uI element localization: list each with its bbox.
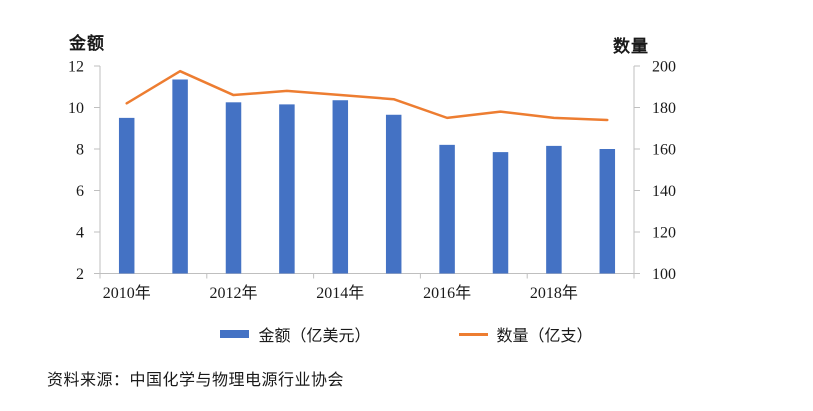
bar-2010年 — [118, 117, 135, 274]
left-axis-tick-label: 2 — [76, 266, 84, 283]
right-axis-tick-label: 140 — [652, 183, 676, 200]
right-axis-tick-label: 200 — [652, 59, 676, 76]
left-axis-tick-label: 4 — [76, 225, 84, 242]
bar-2016年 — [439, 144, 455, 274]
chart-canvas: 2 4 6 8 10 12 100 120 140 160 180 200 2010年 2012年 2014… — [68, 59, 676, 303]
legend-item-quantity: 数量（亿支） — [458, 322, 593, 346]
left-axis-title: 金额 — [69, 34, 105, 53]
x-axis-tick-label: 2010年 — [103, 284, 151, 302]
x-axis-tick-label: 2014年 — [316, 284, 364, 302]
bar-2017年 — [492, 152, 509, 274]
legend-label-amount: 金额（亿美元） — [258, 328, 371, 345]
right-axis-tick-label: 120 — [652, 225, 676, 242]
bar-2015年 — [385, 114, 402, 274]
left-axis-tick-label: 12 — [68, 59, 84, 76]
bar-series-swatch — [220, 330, 250, 338]
quantity-line — [125, 69, 609, 122]
legend-item-amount: 金额（亿美元） — [220, 322, 371, 346]
chart-legend: 金额（亿美元） 数量（亿支） — [0, 322, 813, 346]
left-axis-tick-label: 10 — [68, 100, 84, 117]
right-axis-tick-label: 160 — [652, 142, 676, 159]
left-axis-tick-label: 8 — [76, 142, 84, 159]
bar-2012年 — [225, 102, 242, 274]
source-note: 资料来源：中国化学与物理电源行业协会 — [47, 372, 345, 389]
right-axis-tick-label: 100 — [652, 266, 676, 283]
bar-2019年 — [599, 149, 616, 274]
bar-2018年 — [546, 145, 562, 274]
right-axis-tick-label: 180 — [652, 100, 676, 117]
bar-2011年 — [172, 79, 188, 274]
left-axis-tick-label: 6 — [76, 183, 84, 200]
right-axis-title: 数量 — [613, 37, 649, 56]
legend-label-quantity: 数量（亿支） — [496, 328, 593, 345]
x-axis-tick-label: 2018年 — [530, 284, 578, 302]
x-axis-tick-label: 2012年 — [209, 284, 257, 302]
line-series-swatch — [458, 332, 488, 336]
x-axis-tick-label: 2016年 — [423, 284, 471, 302]
bar-2014年 — [332, 100, 349, 274]
bar-2013年 — [279, 104, 295, 274]
